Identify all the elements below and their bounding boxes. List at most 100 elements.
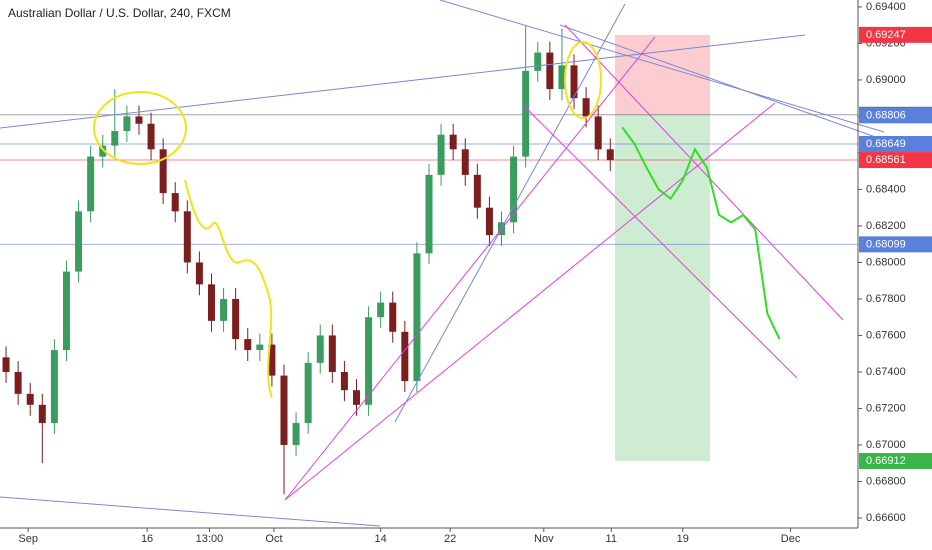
price-label: 0.68649 <box>866 138 906 150</box>
highlight-ellipse <box>564 41 602 119</box>
freehand <box>184 179 273 399</box>
position-tool <box>615 34 710 462</box>
x-tick-label: 14 <box>375 533 387 545</box>
candle-body <box>425 174 433 254</box>
candle-body <box>473 174 481 208</box>
trend-line <box>0 496 381 527</box>
candle-body <box>207 284 215 321</box>
candle-body <box>62 271 70 351</box>
trend-line <box>394 3 626 423</box>
drawings <box>0 0 885 527</box>
candle-body <box>292 423 300 445</box>
candle-body <box>522 70 530 157</box>
candle-body <box>510 156 518 223</box>
candle-body <box>449 134 457 150</box>
candle-body <box>340 371 348 391</box>
x-tick-label: 22 <box>444 533 456 545</box>
candle-body <box>195 262 203 285</box>
x-tick-label: 11 <box>606 533 617 545</box>
candle-body <box>606 149 614 161</box>
y-tick-label: 0.67000 <box>866 439 906 451</box>
stop-zone <box>615 34 710 115</box>
x-tick-label: Sep <box>18 533 38 545</box>
y-tick-label: 0.67800 <box>866 293 906 305</box>
candle-body <box>50 350 58 424</box>
candle-body <box>135 116 143 124</box>
candle-body <box>232 298 240 340</box>
candle-body <box>594 116 602 150</box>
candle-body <box>377 302 385 318</box>
candle-body <box>14 371 22 394</box>
candle-body <box>389 302 397 332</box>
target-zone <box>615 114 710 462</box>
candle-body <box>2 357 10 372</box>
trend-line <box>0 34 806 129</box>
highlight-ellipse <box>93 91 187 165</box>
y-tick-label: 0.68200 <box>866 220 906 232</box>
price-label-bg <box>859 26 932 43</box>
candle-body <box>316 335 324 363</box>
price-label-bg <box>859 453 932 470</box>
y-tick-label: 0.67200 <box>866 402 906 414</box>
candle-body <box>75 211 83 272</box>
candle-body <box>26 393 34 405</box>
y-tick-label: 0.67400 <box>866 366 906 378</box>
price-label: 0.66912 <box>866 455 906 467</box>
price-label: 0.68806 <box>866 109 906 121</box>
y-tick-label: 0.68000 <box>866 256 906 268</box>
trend-line <box>284 102 776 501</box>
candle-body <box>38 404 46 424</box>
y-tick-label: 0.69400 <box>866 1 906 13</box>
candle-body <box>244 339 252 351</box>
channel-line <box>522 104 798 379</box>
projection <box>621 126 781 340</box>
candle-body <box>171 193 179 212</box>
candle-body <box>413 253 421 382</box>
candle-body <box>558 65 566 90</box>
y-tick-label: 0.67600 <box>866 329 906 341</box>
axes: 0.66600 0.66800 0.67000 0.67200 0.67400 0.676… <box>18 1 932 545</box>
price-label-bg <box>859 107 932 124</box>
candle-body <box>87 156 95 212</box>
trend-line <box>439 0 885 133</box>
x-tick-label: 16 <box>141 533 153 545</box>
candle-body <box>485 207 493 236</box>
candle-body <box>183 211 191 263</box>
candle-body <box>123 116 131 132</box>
price-label: 0.69247 <box>866 29 906 41</box>
price-label-bg <box>859 136 932 152</box>
y-tick-label: 0.66600 <box>866 512 906 524</box>
candle-body <box>570 65 578 99</box>
x-tick-label: Nov <box>534 533 554 545</box>
x-tick-label: 19 <box>677 533 689 545</box>
candle-body <box>99 145 107 157</box>
candle-body <box>159 149 167 194</box>
candle-body <box>352 390 360 405</box>
y-tick-label: 0.66800 <box>866 475 906 487</box>
candle-body <box>365 317 373 405</box>
chart-title: Australian Dollar / U.S. Dollar, 240, FX… <box>8 6 231 20</box>
x-tick-label: Oct <box>265 533 282 545</box>
candles <box>2 25 614 495</box>
candle-body <box>401 331 409 382</box>
candle-body <box>111 131 119 146</box>
candle-body <box>280 375 288 445</box>
x-tick-label: 13:00 <box>196 533 224 545</box>
candle-body <box>437 134 445 175</box>
candle-body <box>268 344 276 376</box>
candle-body <box>546 52 554 90</box>
candle-body <box>582 98 590 117</box>
trend-line <box>284 36 656 501</box>
price-label-bg <box>859 236 932 253</box>
price-label: 0.68099 <box>866 238 906 250</box>
candle-body <box>147 123 155 150</box>
projection-line <box>621 126 781 340</box>
channel-line <box>564 24 844 321</box>
y-tick-label: 0.69000 <box>866 74 906 86</box>
candle-body <box>304 362 312 424</box>
candle-body <box>461 149 469 175</box>
x-tick-label: Dec <box>781 533 801 545</box>
y-tick-label: 0.68400 <box>866 183 906 195</box>
